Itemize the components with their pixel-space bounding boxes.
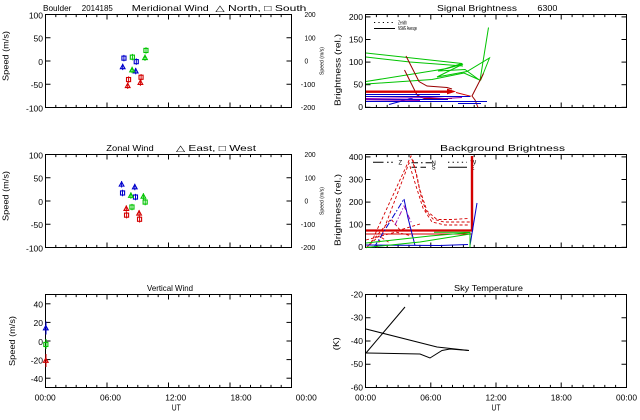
- svg-text:-60: -60: [351, 382, 364, 392]
- svg-text:0: 0: [38, 337, 43, 347]
- svg-text:-50: -50: [31, 220, 44, 230]
- svg-text:△ North, □ South: △ North, □ South: [215, 3, 306, 13]
- svg-text:100: 100: [349, 220, 363, 230]
- svg-text:100: 100: [29, 10, 43, 20]
- svg-text:-100: -100: [301, 222, 316, 229]
- svg-text:12:00: 12:00: [486, 394, 508, 403]
- svg-text:2014185: 2014185: [82, 3, 113, 13]
- svg-text:0: 0: [38, 57, 43, 67]
- svg-text:N: N: [432, 161, 436, 167]
- svg-text:0: 0: [358, 242, 363, 252]
- svg-text:400: 400: [349, 152, 363, 162]
- svg-text:-40: -40: [351, 336, 364, 346]
- svg-text:Z: Z: [399, 160, 403, 166]
- svg-text:18:00: 18:00: [551, 394, 573, 403]
- svg-text:UT: UT: [172, 404, 181, 413]
- svg-text:Speed (m/s): Speed (m/s): [2, 31, 11, 81]
- svg-text:200: 200: [349, 12, 363, 22]
- svg-text:Boulder: Boulder: [43, 3, 72, 13]
- svg-text:Signal Brightness: Signal Brightness: [437, 3, 517, 13]
- svg-text:00:00: 00:00: [35, 394, 57, 403]
- svg-text:300: 300: [349, 174, 363, 184]
- svg-text:100: 100: [305, 175, 316, 182]
- svg-text:100: 100: [349, 57, 363, 67]
- svg-text:20: 20: [34, 318, 44, 328]
- svg-text:50: 50: [34, 34, 44, 44]
- svg-text:0: 0: [38, 197, 43, 207]
- svg-text:△ East, □ West: △ East, □ West: [176, 143, 257, 153]
- svg-text:100: 100: [305, 35, 316, 42]
- svg-text:-20: -20: [31, 355, 44, 365]
- svg-text:Speed (m/s): Speed (m/s): [320, 187, 326, 215]
- svg-text:-40: -40: [31, 374, 44, 384]
- svg-text:Vertical Wind: Vertical Wind: [147, 283, 193, 293]
- svg-text:50: 50: [354, 80, 364, 90]
- svg-text:Speed (m/s): Speed (m/s): [320, 47, 326, 75]
- svg-text:Sky Temperature: Sky Temperature: [454, 283, 523, 293]
- svg-text:Speed (m/s): Speed (m/s): [8, 316, 17, 366]
- svg-text:Brightness (rel.): Brightness (rel.): [334, 174, 343, 246]
- svg-text:-100: -100: [26, 103, 43, 113]
- svg-text:-50: -50: [351, 359, 364, 369]
- svg-text:6300: 6300: [537, 3, 557, 13]
- svg-text:0: 0: [305, 59, 309, 66]
- svg-text:-50: -50: [31, 80, 44, 90]
- svg-text:-100: -100: [26, 243, 43, 253]
- svg-text:150: 150: [349, 34, 363, 44]
- svg-text:Speed (m/s): Speed (m/s): [2, 171, 11, 221]
- svg-text:0: 0: [305, 199, 309, 206]
- svg-text:NSWE Average: NSWE Average: [398, 26, 417, 32]
- svg-text:50: 50: [34, 174, 44, 184]
- svg-text:06:00: 06:00: [420, 394, 442, 403]
- svg-text:Background Brightness: Background Brightness: [440, 143, 565, 153]
- svg-text:Brightness (rel.): Brightness (rel.): [334, 34, 343, 106]
- svg-text:00:00: 00:00: [616, 394, 638, 403]
- svg-text:-30: -30: [351, 313, 364, 323]
- svg-text:-20: -20: [351, 289, 364, 299]
- svg-text:Zenith: Zenith: [398, 20, 407, 26]
- svg-text:-100: -100: [301, 82, 316, 89]
- svg-text:200: 200: [349, 197, 363, 207]
- svg-text:W: W: [471, 160, 477, 166]
- svg-text:06:00: 06:00: [100, 394, 122, 403]
- svg-text:00:00: 00:00: [355, 394, 377, 403]
- svg-text:200: 200: [305, 12, 316, 19]
- svg-text:(K): (K): [332, 337, 341, 350]
- svg-text:40: 40: [34, 300, 44, 310]
- svg-text:UT: UT: [492, 404, 501, 413]
- svg-text:S: S: [432, 166, 436, 172]
- svg-text:12:00: 12:00: [165, 394, 187, 403]
- svg-text:Zonal Wind: Zonal Wind: [106, 143, 154, 153]
- svg-text:100: 100: [29, 150, 43, 160]
- svg-text:0: 0: [358, 102, 363, 112]
- svg-text:-200: -200: [301, 245, 316, 252]
- svg-text:18:00: 18:00: [231, 394, 253, 403]
- svg-text:-200: -200: [301, 105, 316, 112]
- svg-text:200: 200: [305, 152, 316, 159]
- svg-text:Meridional Wind: Meridional Wind: [132, 3, 209, 13]
- svg-text:00:00: 00:00: [296, 394, 318, 403]
